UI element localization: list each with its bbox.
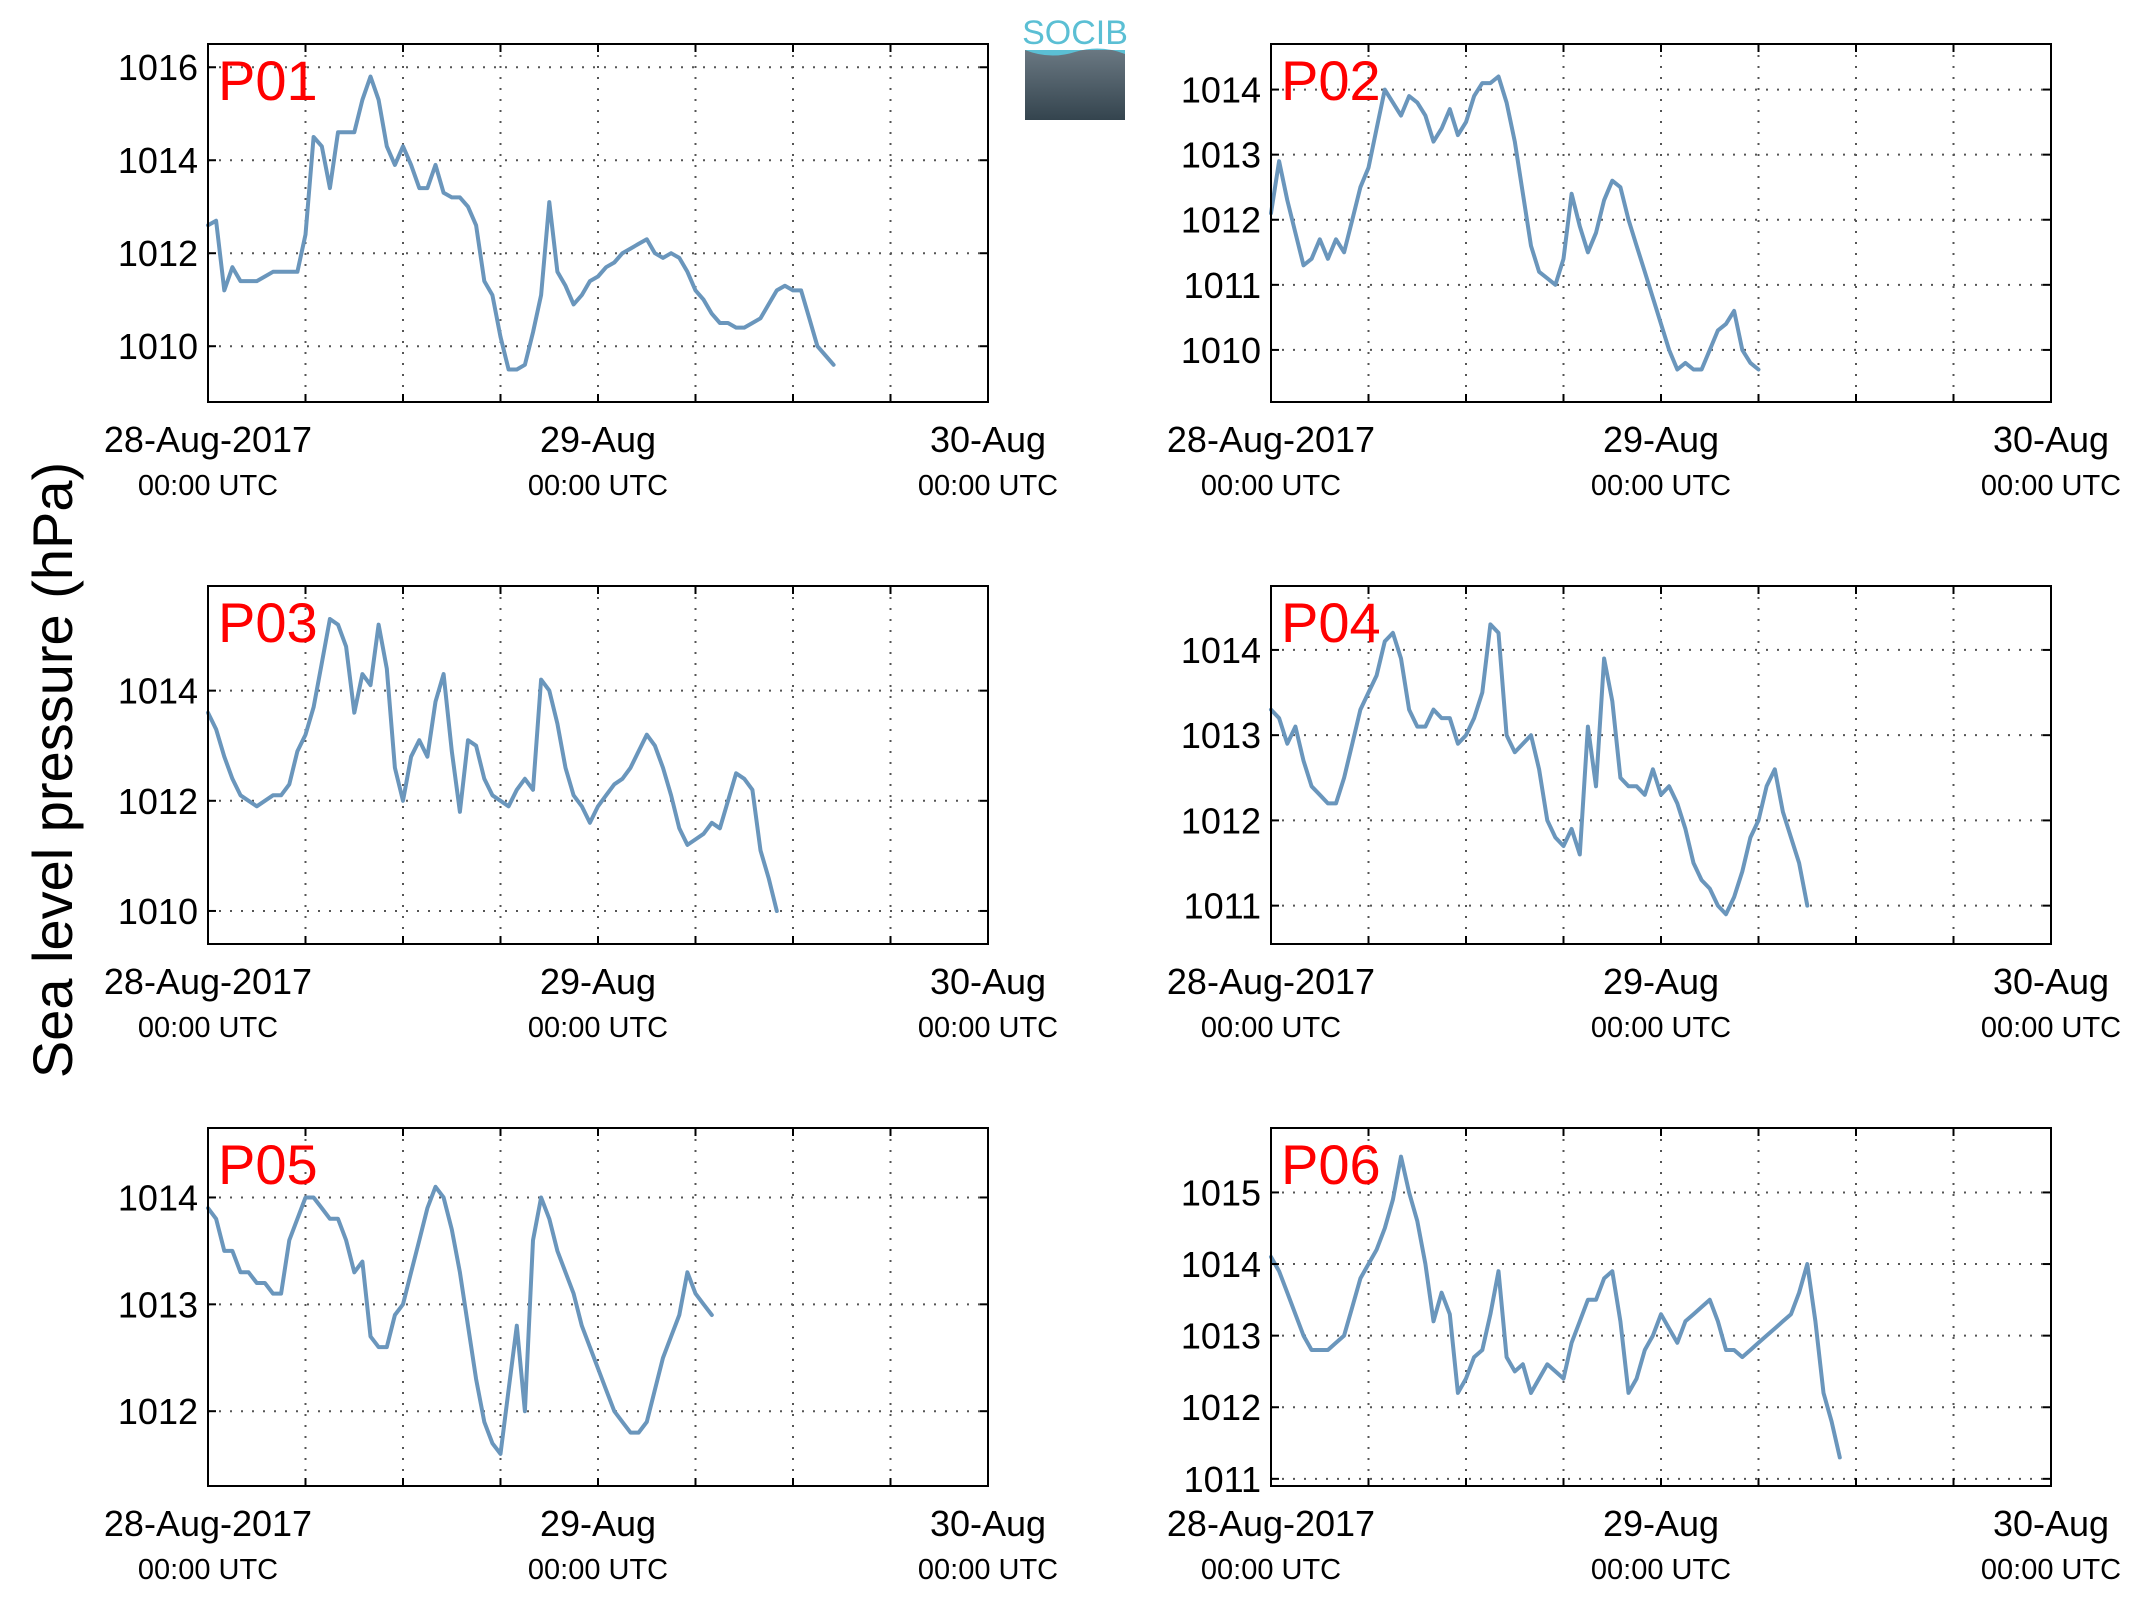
x-tick-label-time: 00:00 UTC [918, 1012, 1058, 1044]
x-tick-label-time: 00:00 UTC [1201, 470, 1341, 502]
socib-logo-text: SOCIB [1022, 14, 1128, 52]
chart-panel-p06: 1011 1012 1013 1014 1015 28-Aug-2017 00:00 UTC… [1167, 1127, 2121, 1586]
x-tick-label-time: 00:00 UTC [1981, 1554, 2121, 1586]
panel-title-p01: P01 [218, 49, 318, 112]
y-tick-label: 1010 [1181, 330, 1261, 371]
x-tick-label-date: 30-Aug [1993, 961, 2109, 1002]
x-tick-label-date: 28-Aug-2017 [1167, 961, 1375, 1002]
x-tick-label-date: 30-Aug [1993, 1503, 2109, 1544]
x-tick-label-date: 30-Aug [930, 961, 1046, 1002]
x-tick-label-date: 29-Aug [540, 1503, 656, 1544]
y-tick-label: 1015 [1181, 1172, 1261, 1213]
y-tick-label: 1013 [1181, 135, 1261, 176]
x-tick-label-date: 30-Aug [930, 1503, 1046, 1544]
axes-frame [207, 43, 989, 403]
x-tick-label-date: 29-Aug [1603, 419, 1719, 460]
x-tick-label-time: 00:00 UTC [1591, 1012, 1731, 1044]
series-line-p03 [206, 617, 779, 913]
x-tick-label-time: 00:00 UTC [1591, 1554, 1731, 1586]
x-tick-label-date: 28-Aug-2017 [104, 961, 312, 1002]
y-tick-label: 1014 [118, 1177, 198, 1218]
y-tick-label: 1012 [1181, 200, 1261, 241]
y-tick-label: 1013 [1181, 1316, 1261, 1357]
x-tick-label-time: 00:00 UTC [918, 1554, 1058, 1586]
y-tick-label: 1014 [1181, 70, 1261, 111]
x-tick-label-date: 29-Aug [540, 961, 656, 1002]
y-tick-label: 1012 [118, 1391, 198, 1432]
y-tick-label: 1010 [118, 326, 198, 367]
x-tick-label-time: 00:00 UTC [918, 470, 1058, 502]
y-tick-label: 1012 [1181, 1387, 1261, 1428]
socib-logo-wave [1025, 48, 1125, 56]
x-tick-label-time: 00:00 UTC [138, 470, 278, 502]
chart-panel-p05: 1012 1013 1014 28-Aug-2017 00:00 UTC 29-Aug 00… [104, 1127, 1058, 1586]
chart-panel-p04: 1011 1012 1013 1014 28-Aug-2017 00:00 UTC 29-A… [1167, 585, 2121, 1044]
y-tick-label: 1014 [118, 671, 198, 712]
chart-panel-p01: 1010 1012 1014 1016 28-Aug-2017 00:00 UTC 29-A… [104, 43, 1058, 502]
y-tick-label: 1014 [1181, 630, 1261, 671]
socib-logo: SOCIB [1022, 14, 1128, 120]
y-tick-label: 1016 [118, 47, 198, 88]
panel-title-p06: P06 [1281, 1133, 1381, 1196]
x-tick-label-date: 29-Aug [540, 419, 656, 460]
y-tick-label: 1012 [118, 781, 198, 822]
y-tick-label: 1012 [1181, 800, 1261, 841]
y-tick-label: 1010 [118, 891, 198, 932]
y-axis-label: Sea level pressure (hPa) [21, 462, 84, 1078]
x-tick-label-time: 00:00 UTC [138, 1554, 278, 1586]
y-tick-label: 1013 [118, 1284, 198, 1325]
series-line-p02 [1269, 74, 1761, 372]
chart-panel-p03: 1010 1012 1014 28-Aug-2017 00:00 UTC 29-Aug 00… [104, 585, 1058, 1044]
y-tick-label: 1014 [1181, 1244, 1261, 1285]
x-tick-label-time: 00:00 UTC [528, 1554, 668, 1586]
x-tick-label-date: 29-Aug [1603, 961, 1719, 1002]
series-line-p06 [1269, 1154, 1842, 1460]
axes-frame [207, 1127, 989, 1487]
x-tick-label-date: 28-Aug-2017 [1167, 419, 1375, 460]
series-line-p05 [206, 1184, 714, 1456]
x-tick-label-date: 28-Aug-2017 [1167, 1503, 1375, 1544]
y-tick-label: 1014 [118, 140, 198, 181]
x-tick-label-time: 00:00 UTC [528, 470, 668, 502]
y-tick-label: 1011 [1184, 1459, 1261, 1500]
panel-title-p03: P03 [218, 591, 318, 654]
x-tick-label-time: 00:00 UTC [1981, 470, 2121, 502]
series-line-p04 [1269, 622, 1810, 917]
x-tick-label-date: 30-Aug [1993, 419, 2109, 460]
socib-logo-block [1025, 50, 1125, 120]
x-tick-label-time: 00:00 UTC [1201, 1012, 1341, 1044]
y-tick-label: 1013 [1181, 715, 1261, 756]
y-tick-label: 1011 [1184, 886, 1261, 927]
chart-panel-p02: 1010 1011 1012 1013 1014 28-Aug-2017 00:00 UTC… [1167, 43, 2121, 502]
y-tick-label: 1011 [1184, 265, 1261, 306]
x-tick-label-time: 00:00 UTC [528, 1012, 668, 1044]
x-tick-label-time: 00:00 UTC [1591, 470, 1731, 502]
panel-title-p05: P05 [218, 1133, 318, 1196]
x-tick-label-date: 29-Aug [1603, 1503, 1719, 1544]
x-tick-label-time: 00:00 UTC [1981, 1012, 2121, 1044]
x-tick-label-date: 28-Aug-2017 [104, 419, 312, 460]
x-tick-label-time: 00:00 UTC [138, 1012, 278, 1044]
panel-title-p04: P04 [1281, 591, 1381, 654]
series-line-p01 [206, 74, 836, 372]
x-tick-label-date: 30-Aug [930, 419, 1046, 460]
x-tick-label-time: 00:00 UTC [1201, 1554, 1341, 1586]
axes-frame [1270, 1127, 2052, 1487]
panel-title-p02: P02 [1281, 49, 1381, 112]
y-tick-label: 1012 [118, 233, 198, 274]
x-tick-label-date: 28-Aug-2017 [104, 1503, 312, 1544]
